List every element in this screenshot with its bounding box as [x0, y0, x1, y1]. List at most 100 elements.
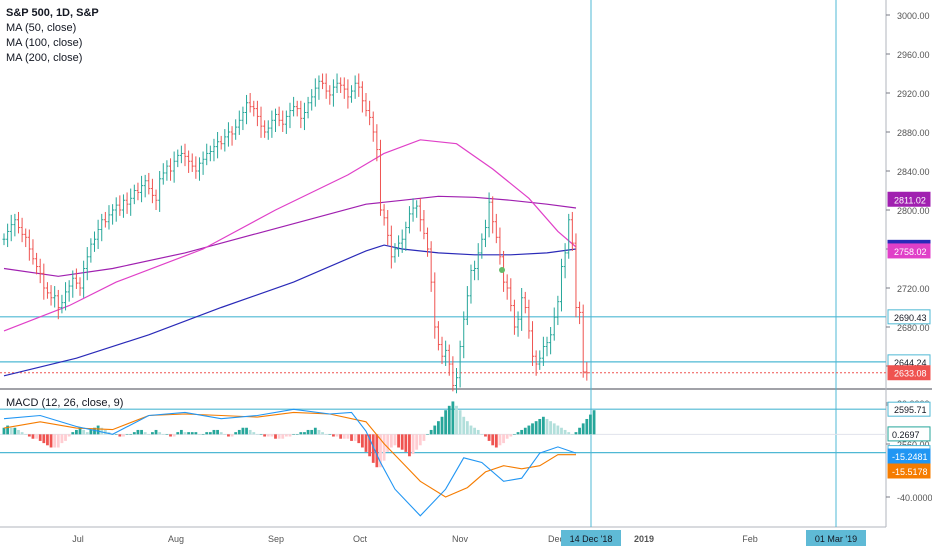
- macd-histogram-bar: [208, 432, 212, 435]
- macd-histogram-bar: [129, 434, 133, 435]
- macd-histogram-bar: [581, 423, 585, 435]
- macd-histogram-bar: [386, 434, 390, 452]
- macd-histogram-bar: [332, 434, 335, 437]
- macd-histogram-bar: [393, 434, 397, 446]
- macd-histogram-bar: [350, 434, 353, 441]
- macd-histogram-bar: [194, 432, 198, 435]
- ma50-line: [3, 139, 577, 332]
- macd-histogram-bar: [136, 429, 140, 435]
- macd-histogram-bar: [85, 432, 89, 435]
- macd-histogram-bar: [151, 432, 154, 435]
- macd-histogram-bar: [415, 434, 419, 450]
- macd-histogram-bar: [165, 434, 169, 435]
- macd-histogram-bar: [89, 429, 93, 435]
- macd-histogram-bar: [462, 416, 466, 435]
- macd-histogram-bar: [335, 434, 339, 437]
- x-tick-label: Oct: [353, 534, 368, 544]
- macd-histogram-bar: [531, 423, 534, 435]
- macd-histogram-bar: [346, 434, 350, 439]
- y-tick-label: 2720.00: [897, 284, 930, 294]
- macd-histogram-bar: [288, 434, 292, 437]
- macd-histogram-bar: [266, 434, 270, 437]
- macd-histogram-bar: [140, 429, 143, 435]
- macd-histogram-bar: [143, 432, 147, 435]
- macd-histogram-bar: [368, 434, 372, 457]
- macd-histogram-bar: [46, 434, 49, 446]
- macd-histogram-bar: [35, 434, 38, 439]
- macd-histogram-bar: [426, 434, 429, 435]
- macd-histogram-bar: [455, 405, 458, 435]
- legend-ma200: MA (200, close): [6, 52, 83, 64]
- macd-value-label-box: [887, 448, 931, 464]
- macd-histogram-bar: [223, 434, 227, 435]
- macd-histogram-bar: [534, 421, 538, 435]
- macd-histogram-bar: [560, 427, 563, 435]
- macd-histogram-bar: [498, 434, 502, 446]
- macd-histogram-bar: [67, 434, 71, 437]
- macd-histogram-bar: [509, 434, 513, 437]
- macd-histogram-bar: [306, 429, 310, 435]
- macd-histogram-bar: [292, 434, 295, 435]
- legend-ma50: MA (50, close): [6, 22, 77, 34]
- macd-histogram-bar: [527, 425, 531, 435]
- macd-histogram-bar: [299, 432, 303, 435]
- macd-histogram-bar: [96, 425, 100, 435]
- macd-histogram-bar: [122, 434, 125, 437]
- price-label-box: [887, 365, 931, 381]
- price-label: 2644.24: [894, 358, 927, 368]
- macd-histogram-bar: [103, 429, 107, 435]
- macd-histogram-bar: [484, 434, 487, 437]
- macd-line: [3, 408, 577, 517]
- macd-histogram-bar: [400, 434, 404, 450]
- macd-histogram-bar: [371, 434, 375, 463]
- macd-histogram-bar: [476, 429, 480, 435]
- macd-histogram-bar: [248, 429, 252, 435]
- macd-histogram-bar: [578, 427, 581, 435]
- macd-histogram-bar: [549, 421, 553, 435]
- ma200-line: [3, 244, 577, 377]
- price-label-box: [887, 191, 931, 207]
- macd-histogram-bar: [317, 429, 321, 435]
- price-label: 2595.71: [894, 405, 927, 415]
- macd-histogram-bar: [274, 434, 277, 439]
- macd-histogram-bar: [353, 434, 357, 441]
- macd-histogram-bar: [310, 429, 314, 435]
- macd-histogram-bar: [241, 427, 245, 435]
- price-label-box: [887, 401, 931, 417]
- macd-histogram-bar: [169, 434, 172, 437]
- macd-histogram-bar: [176, 432, 180, 435]
- macd-histogram-bar: [13, 427, 17, 435]
- macd-histogram-bar: [49, 434, 53, 448]
- macd-histogram-bar: [382, 434, 386, 461]
- macd-histogram-bar: [205, 432, 209, 435]
- macd-value-label-box: [887, 463, 931, 479]
- macd-histogram-bar: [252, 432, 256, 435]
- macd-histogram-bar: [404, 434, 408, 452]
- macd-histogram-bar: [397, 434, 400, 448]
- macd-legend: MACD (12, 26, close, 9): [6, 397, 124, 409]
- macd-histogram-bar: [64, 434, 67, 441]
- y-tick-label: 2680.00: [897, 323, 930, 333]
- macd-histogram-bar: [469, 425, 473, 435]
- legend-symbol: S&P 500, 1D, S&P: [6, 7, 99, 19]
- macd-signal-line: [3, 411, 576, 498]
- x-axis-highlight: [561, 530, 621, 546]
- y-tick-label: 2880.00: [897, 128, 930, 138]
- macd-histogram-bar: [263, 434, 267, 437]
- macd-histogram-bar: [513, 434, 516, 435]
- macd-histogram-bar: [132, 432, 136, 435]
- x-tick-label: Nov: [452, 534, 469, 544]
- macd-histogram-bar: [230, 434, 234, 437]
- macd-histogram-bar: [125, 434, 129, 435]
- macd-histogram-bar: [516, 432, 520, 435]
- macd-histogram-bar: [237, 429, 241, 435]
- macd-histogram-bar: [538, 418, 542, 435]
- x-axis-highlight: [806, 530, 866, 546]
- macd-histogram-bar: [592, 410, 596, 435]
- macd-histogram-bar: [494, 434, 498, 448]
- price-label-box: [887, 243, 931, 259]
- macd-histogram-bar: [20, 432, 24, 435]
- macd-histogram-bar: [234, 432, 238, 435]
- price-label: 2758.02: [894, 247, 927, 257]
